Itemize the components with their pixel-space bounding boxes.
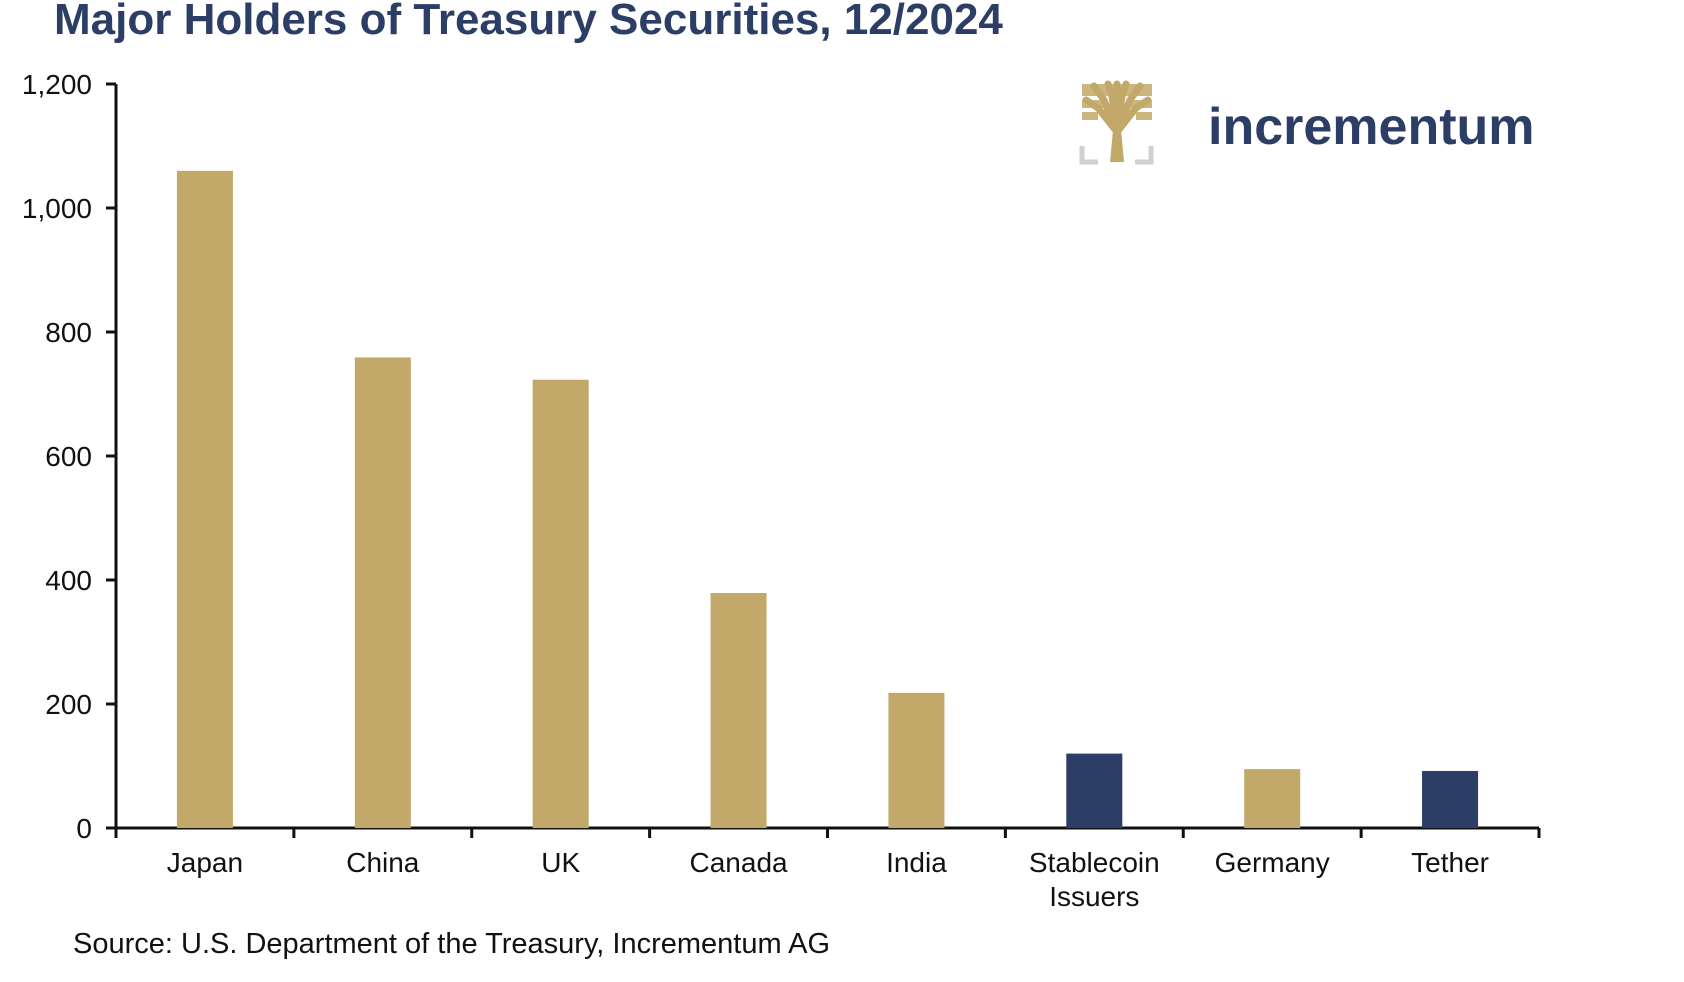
y-tick-label: 1,000	[22, 193, 92, 224]
x-category-label: Canada	[690, 847, 789, 878]
y-tick-label: 1,200	[22, 69, 92, 100]
y-tick-label: 400	[45, 565, 92, 596]
x-axis-category-labels: Japan China UK Canada India Stablecoin Issuers…	[167, 847, 1489, 912]
chart-title: Major Holders of Treasury Securities, 12…	[54, 0, 1003, 44]
bar-india	[888, 692, 945, 828]
bar-tether	[1422, 770, 1479, 828]
bars	[176, 170, 1479, 829]
logo-text: incrementum	[1208, 98, 1535, 156]
tree-icon	[1079, 80, 1154, 165]
y-tick-label: 800	[45, 317, 92, 348]
x-category-label: India	[886, 847, 947, 878]
bar-japan	[176, 170, 233, 829]
axes	[106, 82, 1541, 838]
x-category-label: UK	[541, 847, 580, 878]
x-category-label: Tether	[1411, 847, 1489, 878]
bar-china	[354, 357, 411, 828]
x-category-label: Japan	[167, 847, 243, 878]
bar-canada	[710, 593, 767, 828]
bar-germany	[1244, 769, 1301, 828]
incrementum-logo: incrementum	[1079, 80, 1535, 165]
y-tick-label: 0	[76, 813, 92, 844]
bar-uk	[532, 379, 589, 828]
source-note: Source: U.S. Department of the Treasury,…	[73, 928, 830, 960]
x-category-label: Stablecoin Issuers	[1029, 847, 1160, 912]
bar-stablecoin-issuers	[1066, 753, 1123, 828]
y-tick-label: 600	[45, 441, 92, 472]
x-category-label: Germany	[1215, 847, 1330, 878]
y-tick-label: 200	[45, 689, 92, 720]
y-axis-tick-labels: 0 200 400 600 800 1,000 1,200	[22, 69, 92, 844]
x-category-label: China	[346, 847, 420, 878]
